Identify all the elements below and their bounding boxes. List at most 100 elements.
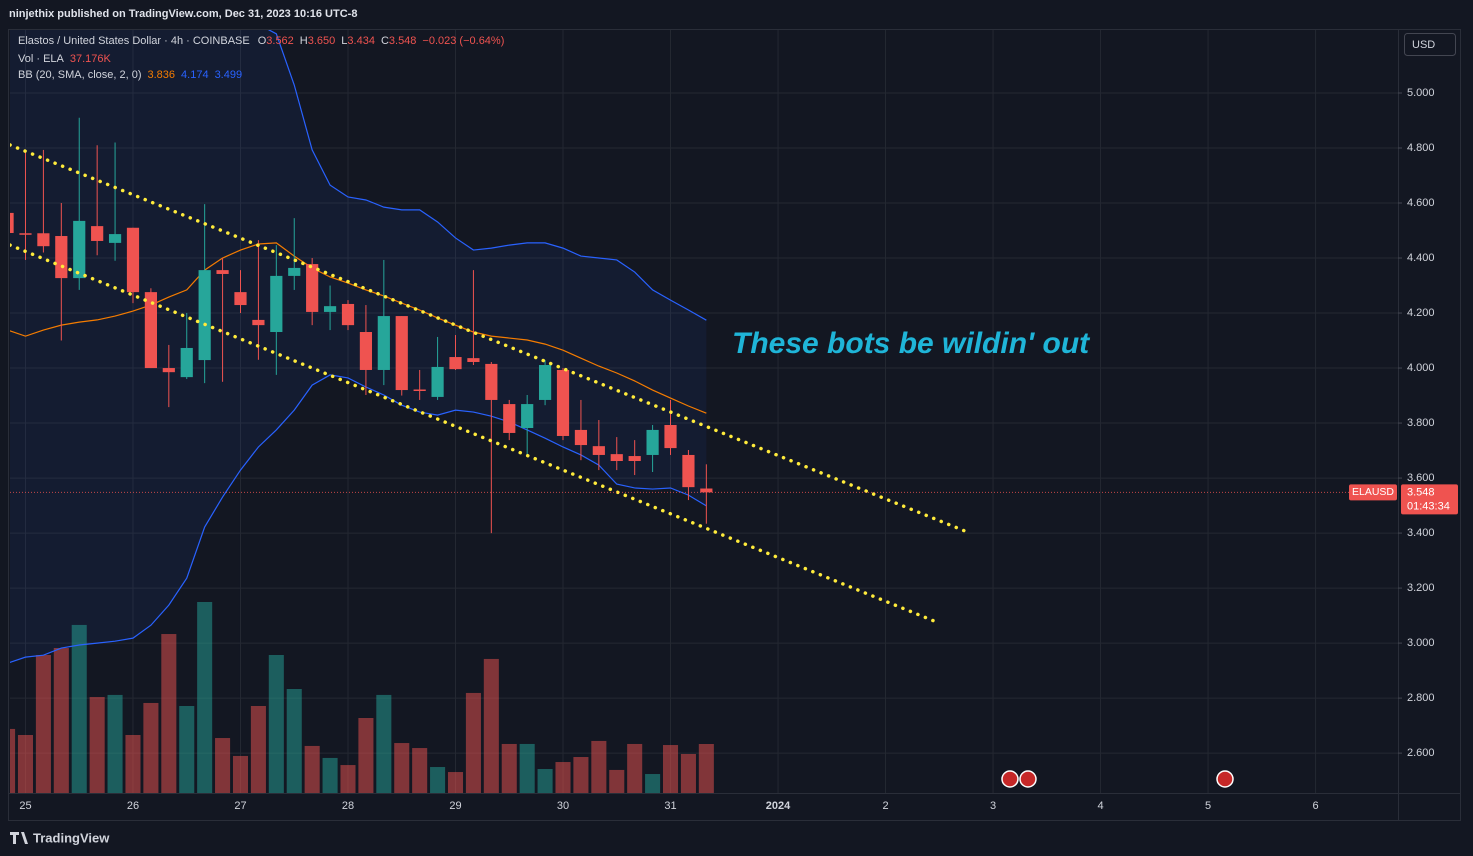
volume-bar (197, 602, 213, 793)
volume-bar (501, 743, 517, 793)
flag-icon[interactable] (1019, 770, 1037, 788)
y-tick-label: 2.800 (1407, 692, 1435, 704)
flag-icon[interactable] (1001, 770, 1019, 788)
currency-box (1404, 33, 1456, 56)
candle-body (431, 366, 444, 397)
x-tick-label: 3 (990, 800, 996, 812)
brand-logo (10, 832, 28, 844)
candle-body (162, 368, 175, 373)
candle-body (413, 389, 426, 391)
candle-body (449, 357, 462, 370)
candle-body (234, 292, 247, 306)
bb-middle (10, 242, 707, 414)
legend-bb-value: 4.174 (181, 69, 209, 81)
y-tick-label: 3.800 (1407, 417, 1435, 429)
legend-volume-value: 37.176K (70, 53, 112, 65)
candle-body (538, 365, 552, 400)
volume-bar (465, 692, 481, 793)
bb-lower (10, 374, 707, 663)
legend-main: Elastos / United States Dollar · 4h · CO… (18, 35, 504, 47)
x-tick-label: 26 (127, 800, 139, 812)
bb-fill (10, 30, 707, 663)
legend-volume-name: Vol · ELA (18, 53, 65, 65)
candle-body (359, 332, 373, 370)
candle-body (10, 212, 14, 233)
candle-body (592, 446, 605, 455)
volume-bar (179, 706, 195, 793)
x-tick-label: 5 (1205, 800, 1211, 812)
legend-value: 3.548 (389, 35, 417, 47)
candle-body (270, 275, 283, 333)
volume-bar (447, 772, 464, 793)
volume-bar (698, 743, 714, 793)
y-tick-label: 4.800 (1407, 142, 1435, 154)
candle-body (610, 454, 623, 462)
trendline (10, 243, 939, 624)
brand: TradingView (10, 830, 110, 845)
candle-body (252, 319, 265, 326)
candle-body (126, 227, 140, 293)
volume-bar (322, 757, 338, 793)
y-tick-label: 4.400 (1407, 252, 1435, 264)
volume-bar (215, 738, 231, 793)
x-tick-label: 25 (19, 800, 31, 812)
x-tick-label: 4 (1097, 800, 1103, 812)
volume-bar (680, 753, 696, 793)
plot (10, 30, 1398, 793)
y-tick-label: 4.200 (1407, 307, 1435, 319)
candle-body (216, 270, 229, 274)
volume-bar (591, 740, 607, 793)
volume-bar (394, 743, 410, 793)
volume-bar (609, 769, 625, 793)
candle-body (19, 233, 32, 235)
volume-bar (161, 634, 177, 793)
volume-bar (89, 697, 105, 793)
y-tick-label: 3.400 (1407, 527, 1435, 539)
candle-body (73, 220, 86, 279)
candle-body (180, 347, 193, 378)
y-tick-label: 3.600 (1407, 472, 1435, 484)
candle-body (306, 264, 319, 312)
volume-bar (125, 735, 141, 793)
price-tag-box (1401, 484, 1458, 515)
legend-key: C (381, 35, 389, 47)
volume-bar (358, 717, 374, 793)
candle-body (91, 226, 104, 241)
legend-bb-value: 3.499 (215, 69, 243, 81)
currency: USD (1412, 39, 1435, 51)
volume-bar (519, 743, 535, 793)
volume-bar (645, 774, 661, 793)
candle-body (521, 404, 534, 429)
candle-body (37, 233, 50, 247)
event-flags (1001, 770, 1234, 788)
trendline (10, 143, 972, 535)
candle-body (700, 488, 713, 493)
legend-bb-name: BB (20, SMA, close, 2, 0) (18, 69, 142, 81)
x-tick-label: 30 (557, 800, 569, 812)
candle-body (556, 369, 570, 436)
volume-bar (555, 762, 571, 793)
candle-body (628, 456, 641, 462)
x-tick-label: 28 (342, 800, 354, 812)
candle-body (395, 316, 408, 391)
flag-icon[interactable] (1216, 770, 1234, 788)
price-tag: 3.548 (1407, 486, 1435, 498)
volume-bar (304, 745, 320, 793)
legend-value: 3.434 (347, 35, 375, 47)
y-tick-label: 4.600 (1407, 197, 1435, 209)
volume-bar (232, 755, 249, 793)
volume-bar (53, 648, 69, 793)
candle-body (574, 429, 588, 446)
y-tick-label: 4.000 (1407, 362, 1435, 374)
candle-body (646, 429, 659, 455)
volume-bar (340, 765, 356, 793)
candle-body (55, 236, 68, 279)
volume-bar (662, 745, 679, 793)
y-tick-label: 5.000 (1407, 87, 1435, 99)
pane-border (8, 29, 1461, 821)
symbol-tag: ELAUSD (1352, 486, 1394, 498)
volume-bar (537, 769, 553, 793)
